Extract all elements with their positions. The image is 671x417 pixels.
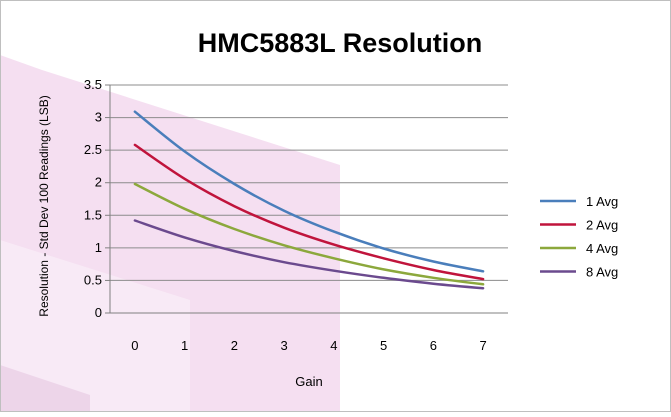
y-tick-label: 2.5 xyxy=(84,142,102,157)
x-tick-label: 6 xyxy=(430,338,437,353)
x-axis-label: Gain xyxy=(295,374,322,389)
legend-label-2: 2 Avg xyxy=(586,218,618,233)
y-tick-label: 0.5 xyxy=(84,272,102,287)
series-line-4 xyxy=(133,219,485,290)
y-tick-label: 3.5 xyxy=(84,77,102,92)
y-axis-label: Resolution - Std Dev 100 Readings (LSB) xyxy=(37,95,51,316)
x-tick-label: 4 xyxy=(330,338,337,353)
x-tick-label: 2 xyxy=(231,338,238,353)
y-tick-label: 1 xyxy=(95,240,102,255)
chart-title: HMC5883L Resolution xyxy=(198,28,483,58)
x-tick-label: 7 xyxy=(480,338,487,353)
series-line-2 xyxy=(133,143,485,281)
legend-label-1: 1 Avg xyxy=(586,194,618,209)
x-tick-label: 1 xyxy=(181,338,188,353)
plot-area xyxy=(110,84,508,281)
y-tick-label: 0 xyxy=(95,305,102,320)
legend-label-4: 8 Avg xyxy=(586,265,618,280)
x-tick-label: 0 xyxy=(131,338,138,353)
axes: 0 0.5 1 1.5 2 2.5 3 3.5 0 1 2 3 4 5 6 7 xyxy=(84,77,508,353)
x-tick-label: 3 xyxy=(281,338,288,353)
legend-label-3: 4 Avg xyxy=(586,241,618,256)
x-tick-label: 5 xyxy=(380,338,387,353)
y-tick-label: 2 xyxy=(95,175,102,190)
legend: 1 Avg 2 Avg 4 Avg 8 Avg xyxy=(540,194,618,280)
series-lines xyxy=(133,110,485,290)
series-line-1 xyxy=(133,110,485,273)
y-tick-label: 3 xyxy=(95,110,102,125)
series-line-3 xyxy=(133,182,485,286)
y-tick-label: 1.5 xyxy=(84,207,102,222)
